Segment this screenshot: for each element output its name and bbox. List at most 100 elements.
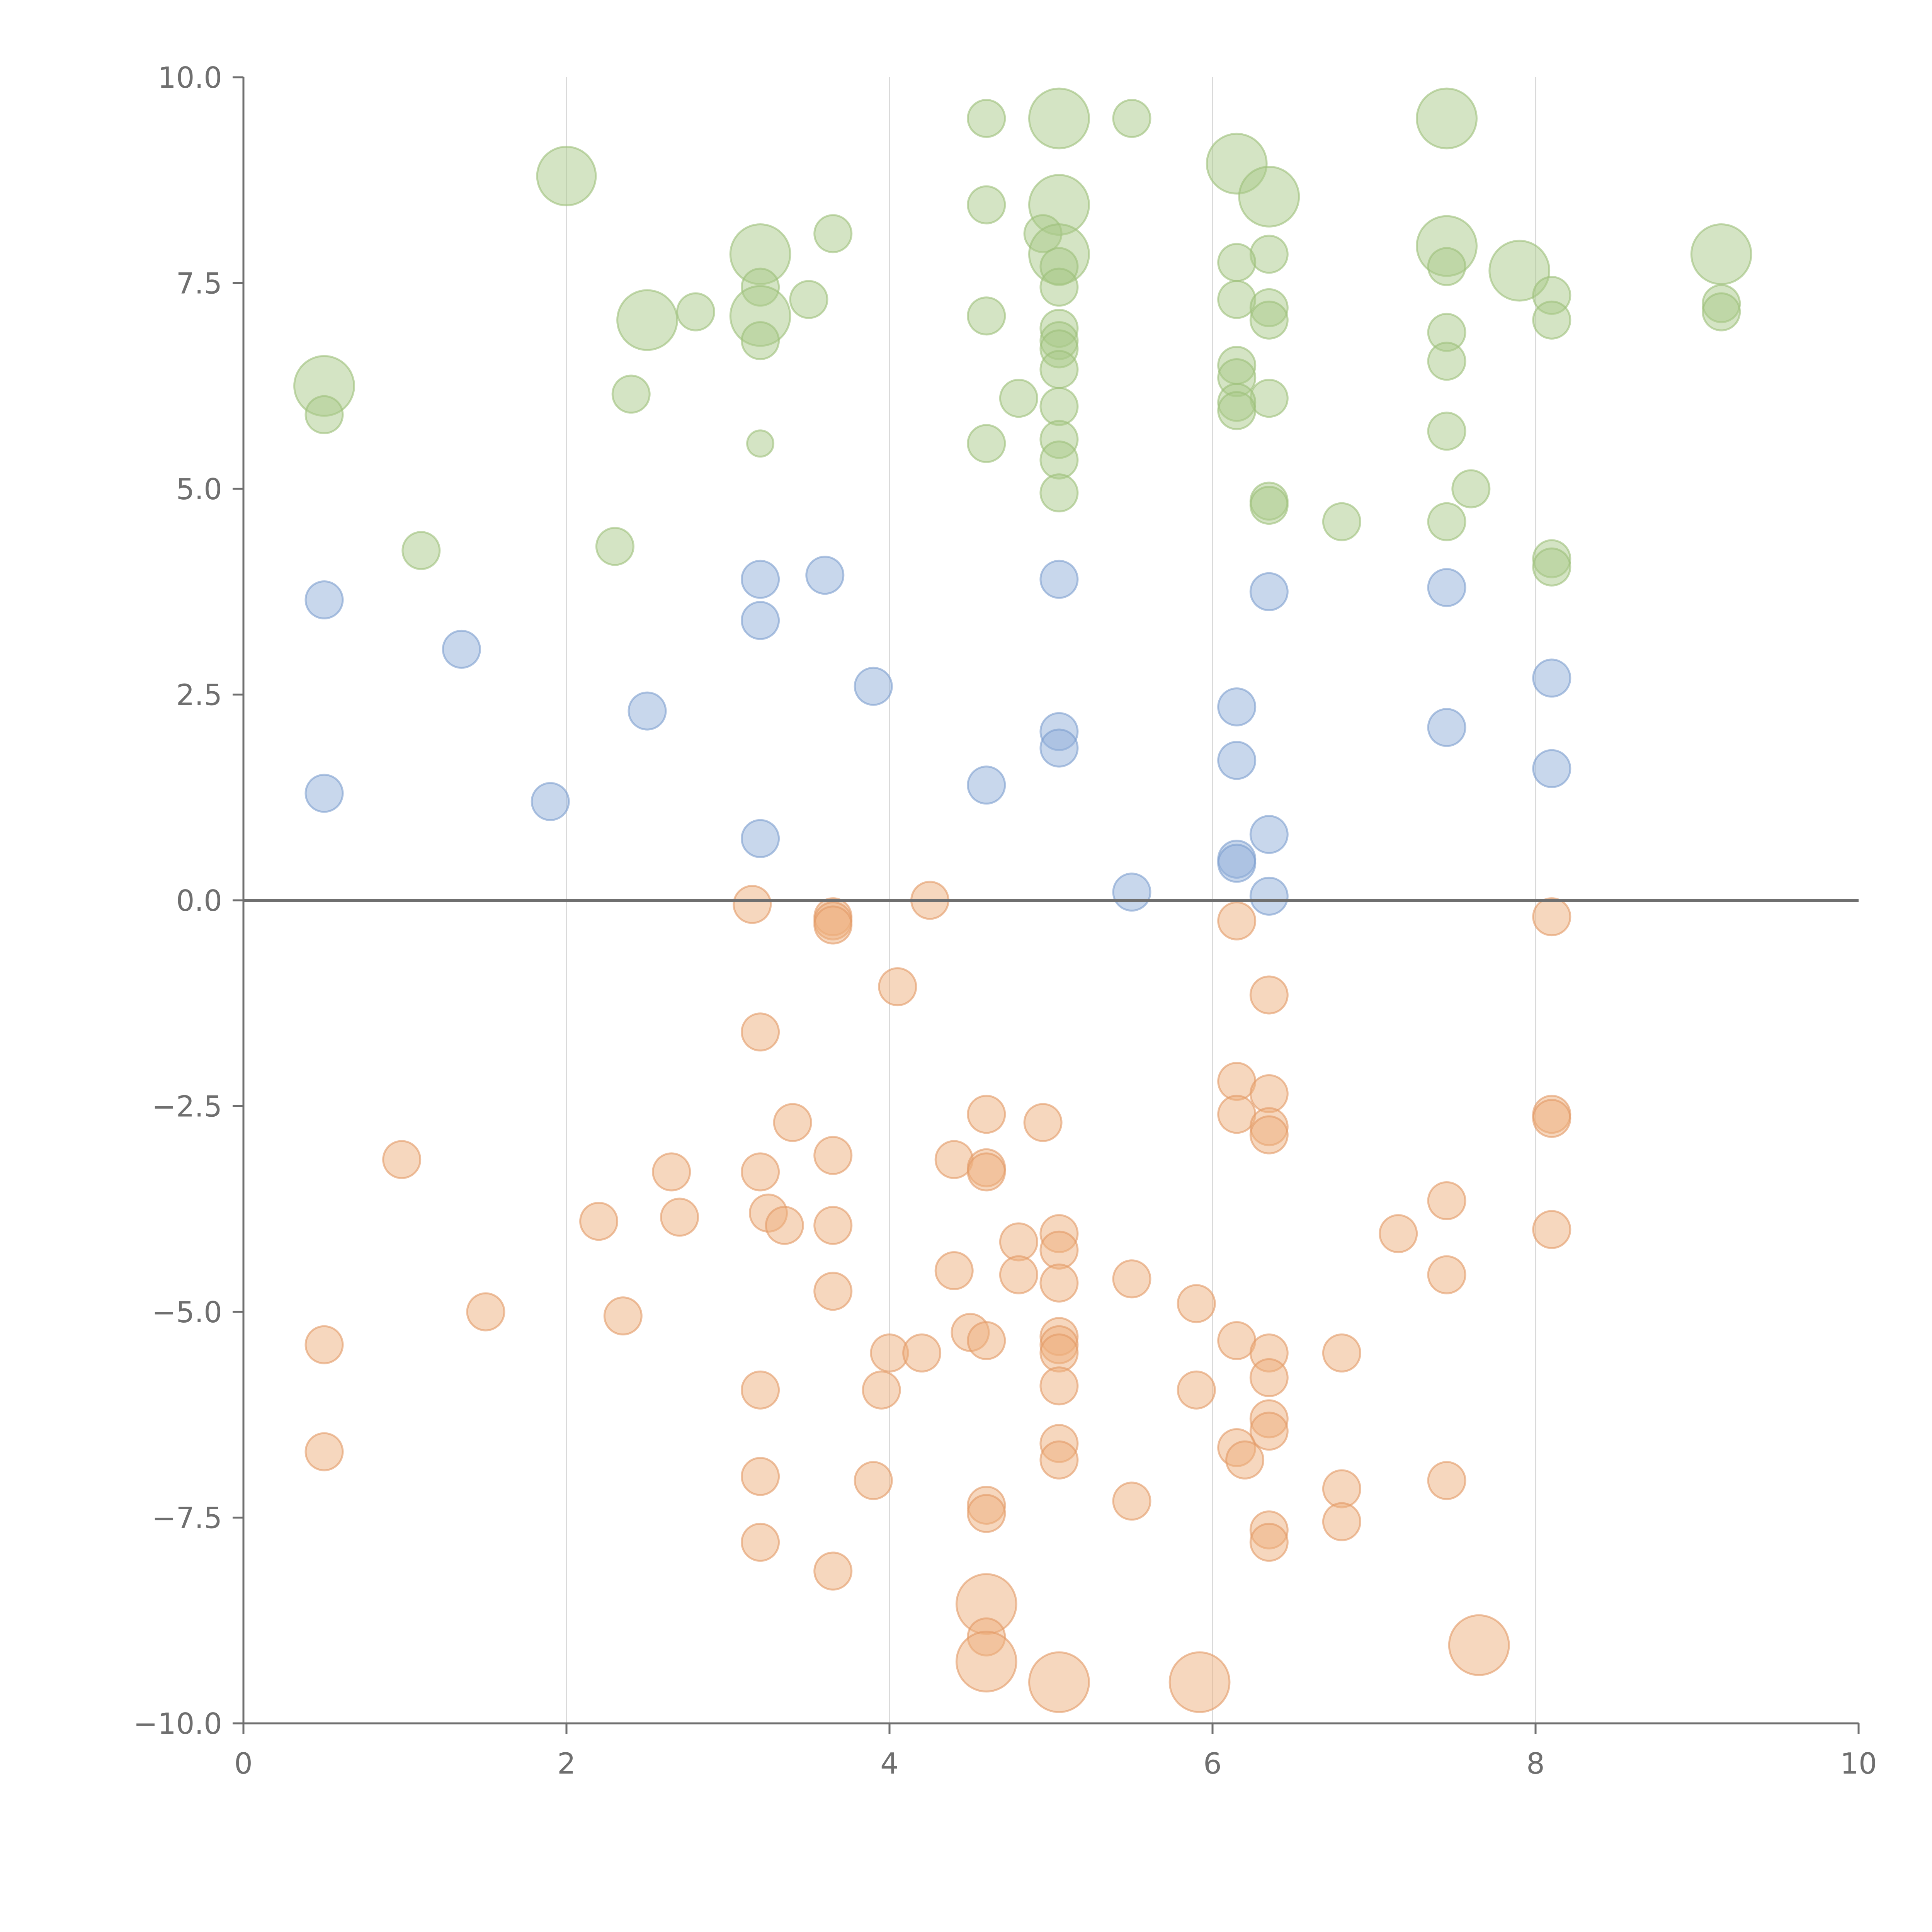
data-point <box>611 374 651 414</box>
data-point <box>1427 342 1466 381</box>
data-point <box>1427 247 1466 286</box>
data-point <box>1039 1333 1079 1372</box>
data-point <box>967 765 1006 805</box>
y-tick-label: −7.5 <box>152 1501 222 1535</box>
data-point <box>1225 1440 1265 1480</box>
data-point <box>1427 568 1466 607</box>
data-point <box>741 601 780 640</box>
data-point <box>442 629 481 669</box>
data-point <box>1023 1103 1063 1142</box>
data-point <box>1039 387 1079 426</box>
y-tick-label: −5.0 <box>152 1295 222 1329</box>
data-point <box>660 1197 699 1237</box>
data-point <box>741 819 780 858</box>
data-point <box>854 1461 893 1500</box>
data-point <box>1112 872 1151 912</box>
data-point <box>1416 87 1478 150</box>
data-point <box>813 1136 853 1175</box>
data-point <box>967 1494 1006 1533</box>
bubbles <box>293 87 1752 1713</box>
data-point <box>741 1012 780 1052</box>
data-point <box>401 531 441 570</box>
data-point <box>934 1251 974 1290</box>
x-tick-label: 8 <box>1526 1747 1545 1781</box>
data-point <box>773 1103 812 1142</box>
data-point <box>1028 87 1090 150</box>
data-point <box>304 1325 344 1364</box>
data-point <box>1177 1370 1216 1410</box>
data-point <box>1039 1366 1079 1406</box>
y-tick-label: 0.0 <box>176 884 222 918</box>
data-point <box>1039 267 1079 307</box>
x-tick-label: 4 <box>880 1747 899 1781</box>
data-point <box>1532 1210 1571 1249</box>
data-point <box>813 1206 853 1245</box>
data-point <box>1112 1259 1151 1299</box>
data-point <box>967 99 1006 138</box>
data-point <box>304 395 344 434</box>
y-tick-label: 2.5 <box>176 678 222 712</box>
data-point <box>1532 897 1571 937</box>
data-point <box>1690 223 1752 285</box>
data-point <box>466 1292 505 1332</box>
data-point <box>1532 658 1571 698</box>
data-point <box>1427 502 1466 541</box>
data-point <box>1249 572 1289 611</box>
data-point <box>1039 560 1079 599</box>
y-tick-label: 10.0 <box>158 61 222 95</box>
data-point <box>746 429 775 458</box>
data-point <box>805 556 845 595</box>
data-point <box>741 1370 780 1410</box>
data-point <box>1249 876 1289 916</box>
data-point <box>382 1140 422 1179</box>
data-point <box>862 1370 901 1410</box>
data-point <box>304 1432 344 1471</box>
data-point <box>652 1152 691 1192</box>
data-point <box>765 1206 804 1245</box>
y-tick-label: −2.5 <box>152 1090 222 1124</box>
data-point <box>967 424 1006 463</box>
data-point <box>1217 901 1257 940</box>
data-point <box>1039 440 1079 480</box>
data-point <box>603 1296 643 1336</box>
data-point <box>1249 1412 1289 1451</box>
data-point <box>1532 547 1571 587</box>
data-point <box>616 289 678 351</box>
data-point <box>1039 350 1079 389</box>
data-point <box>878 967 917 1007</box>
data-point <box>1249 486 1289 525</box>
data-point <box>1112 1481 1151 1521</box>
data-point <box>967 1321 1006 1361</box>
data-point <box>1177 1284 1216 1323</box>
data-point <box>967 296 1006 336</box>
data-point <box>1039 473 1079 513</box>
x-tick-label: 10 <box>1840 1747 1877 1781</box>
data-point <box>1249 1358 1289 1397</box>
data-point <box>1532 1099 1571 1138</box>
x-tick-label: 2 <box>557 1747 576 1781</box>
data-point <box>579 1202 619 1241</box>
x-tick-label: 6 <box>1203 1747 1222 1781</box>
data-point <box>1249 815 1289 854</box>
data-point <box>536 146 597 206</box>
data-point <box>741 1522 780 1562</box>
data-point <box>1379 1214 1418 1253</box>
data-point <box>813 905 853 945</box>
data-point <box>999 1255 1038 1294</box>
data-point <box>1427 1181 1466 1220</box>
data-point <box>854 667 893 706</box>
data-point <box>1217 280 1257 319</box>
data-point <box>1217 391 1257 430</box>
data-point <box>531 782 570 821</box>
data-point <box>741 1457 780 1496</box>
data-point <box>1238 165 1300 228</box>
data-point <box>741 560 780 599</box>
data-point <box>1702 292 1741 332</box>
data-point <box>304 580 344 620</box>
data-point <box>967 185 1006 224</box>
data-point <box>1039 1230 1079 1270</box>
y-tick-label: 5.0 <box>176 472 222 506</box>
data-point <box>967 1152 1006 1192</box>
data-point <box>1427 412 1466 451</box>
